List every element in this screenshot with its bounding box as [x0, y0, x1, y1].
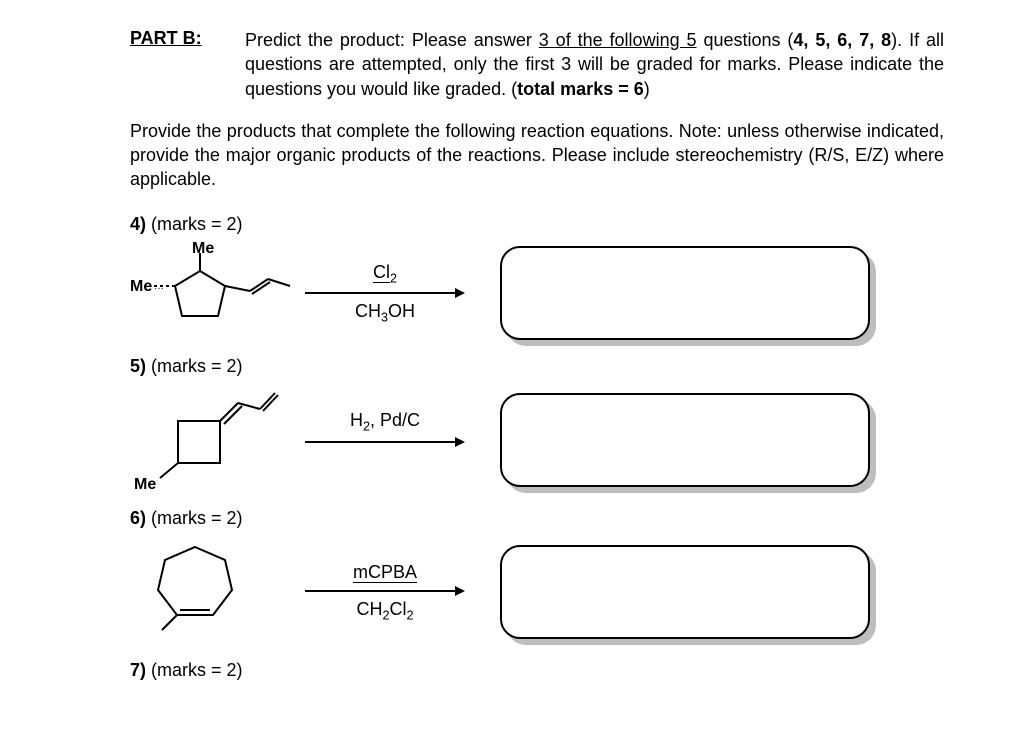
q7-num: 7) [130, 660, 146, 680]
q5-marks: (marks = 2) [146, 356, 243, 376]
q5-arrow: H2, Pd/C [300, 410, 470, 471]
q5-structure: Me [130, 383, 300, 498]
header-text-bold1: 4, 5, 6, 7, 8 [793, 30, 891, 50]
header-row: PART B: Predict the product: Please answ… [130, 28, 944, 101]
q4-marks: (marks = 2) [146, 214, 243, 234]
q4-answer-box[interactable] [500, 246, 870, 340]
q5-num: 5) [130, 356, 146, 376]
q6-marks: (marks = 2) [146, 508, 243, 528]
instructions-text: Provide the products that complete the f… [130, 119, 944, 192]
header-text-pre: Predict the product: Please answer [245, 30, 539, 50]
q6-reagent-bottom: CH2Cl2 [356, 599, 413, 623]
q6-reagent-top: mCPBA [353, 562, 417, 583]
q6-label: 6) (marks = 2) [130, 508, 944, 529]
header-text-post1: questions ( [697, 30, 794, 50]
svg-text:Me: Me [192, 241, 214, 257]
svg-text:Me: Me [134, 476, 156, 493]
q4-reagent-bottom: CH3OH [355, 301, 415, 325]
header-text-post3: ) [644, 79, 650, 99]
q6-structure [130, 535, 300, 650]
header-text-bold2: total marks = 6 [517, 79, 644, 99]
q5-reagent-bottom [382, 450, 387, 471]
q5-reagent-top: H2, Pd/C [350, 410, 420, 434]
question-6: 6) (marks = 2) mCPBA [130, 508, 944, 650]
part-label: PART B: [130, 28, 245, 101]
question-4: 4) (marks = 2) [130, 214, 944, 346]
q6-arrow: mCPBA CH2Cl2 [300, 562, 470, 623]
svg-text:···: ··· [154, 283, 164, 294]
q4-structure: Me Me ··· [130, 241, 300, 346]
q7-label: 7) (marks = 2) [130, 660, 944, 681]
q5-label: 5) (marks = 2) [130, 356, 944, 377]
q6-answer-box[interactable] [500, 545, 870, 639]
q4-row: Me Me ··· Cl2 CH3OH [130, 241, 944, 346]
q4-label: 4) (marks = 2) [130, 214, 944, 235]
exam-page: PART B: Predict the product: Please answ… [0, 0, 1024, 681]
q4-arrow: Cl2 CH3OH [300, 262, 470, 325]
q5-answer-box[interactable] [500, 393, 870, 487]
q6-row: mCPBA CH2Cl2 [130, 535, 944, 650]
header-text-underline: 3 of the following 5 [539, 30, 697, 50]
q4-num: 4) [130, 214, 146, 234]
svg-text:Me: Me [130, 278, 152, 295]
question-5: 5) (marks = 2) [130, 356, 944, 498]
q6-num: 6) [130, 508, 146, 528]
q5-row: Me H2, Pd/C [130, 383, 944, 498]
arrow-icon [305, 585, 465, 597]
arrow-icon [305, 436, 465, 448]
q4-reagent-top: Cl2 [373, 262, 397, 286]
header-instructions: Predict the product: Please answer 3 of … [245, 28, 944, 101]
q7-marks: (marks = 2) [146, 660, 243, 680]
arrow-icon [305, 287, 465, 299]
